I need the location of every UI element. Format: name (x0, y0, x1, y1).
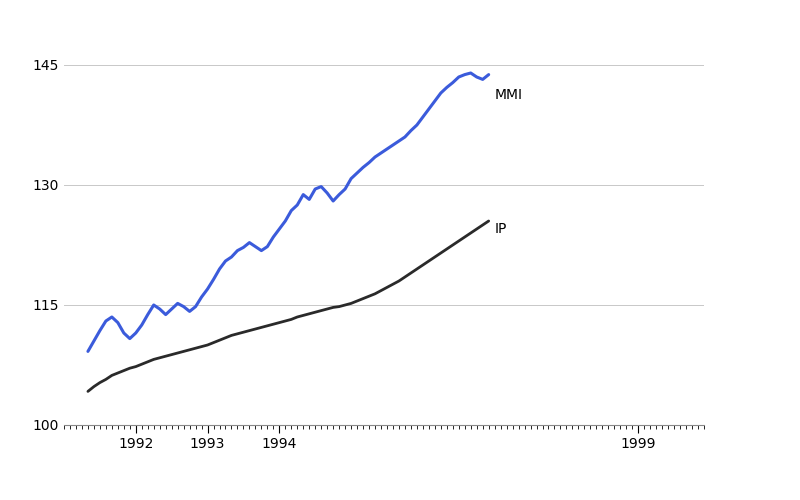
Text: IP: IP (494, 222, 506, 236)
Text: MMI: MMI (494, 88, 522, 102)
